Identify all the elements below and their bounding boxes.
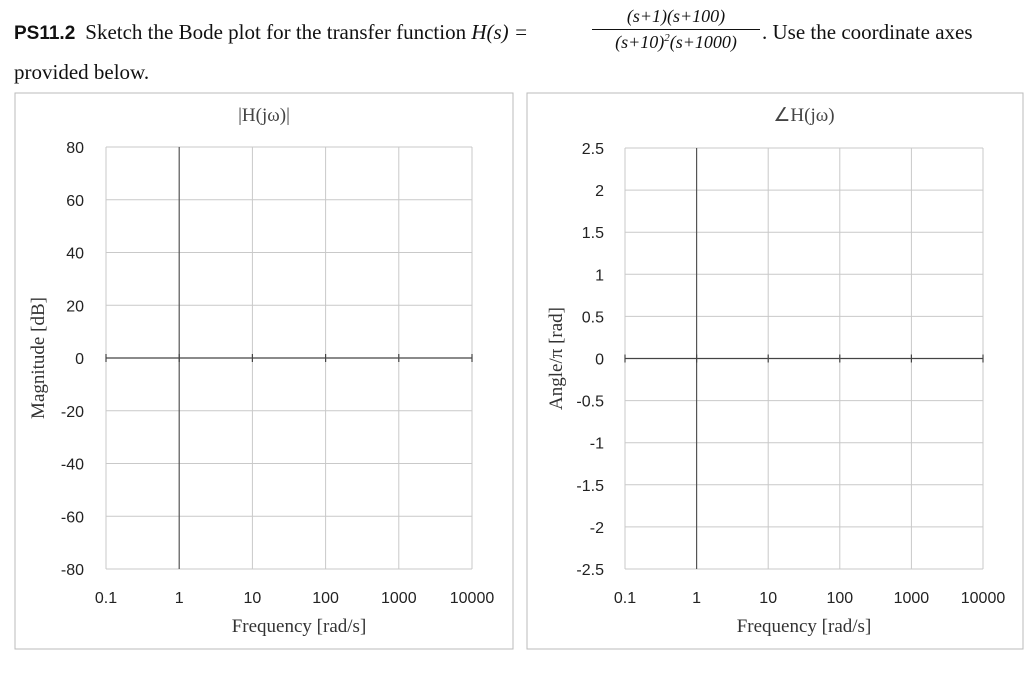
phase-y-axis-label: Angle/π [rad] (546, 307, 567, 410)
phase-y-tick-label: 0 (595, 352, 604, 369)
phase-x-tick-label: 10 (759, 590, 777, 607)
phase-x-tick-label: 0.1 (614, 590, 636, 607)
phase-chart-title: ∠H(jω) (773, 105, 834, 126)
phase-x-tick-label: 1 (692, 590, 701, 607)
phase-y-tick-label: -2.5 (576, 562, 604, 579)
transfer-function-fraction: (s+1)(s+100) (s+10)2(s+1000) (592, 6, 760, 53)
magnitude-x-tick-label: 100 (312, 590, 339, 607)
magnitude-chart-title: |H(jω)| (238, 105, 290, 126)
magnitude-x-tick-label: 1000 (381, 590, 417, 607)
magnitude-y-tick-label: -80 (61, 562, 84, 579)
magnitude-x-tick-label: 0.1 (95, 590, 117, 607)
problem-text: Sketch the Bode plot for the transfer fu… (85, 20, 467, 44)
problem-statement: PS11.2 Sketch the Bode plot for the trans… (14, 6, 1014, 86)
phase-y-tick-label: 0.5 (582, 309, 604, 326)
phase-x-tick-label: 100 (826, 590, 853, 607)
magnitude-x-tick-label: 10 (244, 590, 262, 607)
phase-x-tick-label: 10000 (961, 590, 1006, 607)
problem-text-after: . Use the coordinate axes (762, 20, 973, 44)
magnitude-y-tick-label: 0 (75, 351, 84, 368)
tf-numerator: (s+1)(s+100) (592, 6, 760, 30)
magnitude-panel-frame (14, 92, 514, 650)
phase-y-tick-label: 1 (595, 267, 604, 284)
magnitude-y-tick-label: -20 (61, 404, 84, 421)
tf-denominator-exponent: 2 (664, 32, 670, 44)
function-lhs: H(s) = (471, 20, 529, 44)
phase-y-tick-label: 2.5 (582, 141, 604, 158)
magnitude-y-tick-label: -60 (61, 509, 84, 526)
phase-x-axis-label: Frequency [rad/s] (737, 616, 872, 637)
phase-y-tick-label: -2 (590, 520, 604, 537)
magnitude-x-tick-label: 1 (175, 590, 184, 607)
magnitude-x-axis-label: Frequency [rad/s] (232, 616, 367, 637)
problem-id: PS11.2 (14, 23, 76, 44)
phase-y-tick-label: 2 (595, 183, 604, 200)
problem-line-2: provided below. (14, 60, 150, 84)
magnitude-y-tick-label: 20 (66, 298, 84, 315)
phase-y-tick-label: -0.5 (576, 394, 604, 411)
magnitude-y-tick-label: 40 (66, 246, 84, 263)
phase-y-tick-label: -1 (590, 436, 604, 453)
tf-denominator: (s+10)2(s+1000) (592, 30, 760, 53)
phase-chart: 2.5 2 1.5 1 0.5 0 -0.5 -1 -1.5 -2 -2.5 0.1 1 10 100 100… (526, 92, 1024, 650)
magnitude-y-tick-label: 80 (66, 140, 84, 157)
phase-y-tick-label: -1.5 (576, 478, 604, 495)
phase-x-tick-label: 1000 (894, 590, 930, 607)
magnitude-y-tick-label: 60 (66, 193, 84, 210)
problem-line-1: PS11.2 Sketch the Bode plot for the trans… (14, 20, 528, 45)
phase-panel-frame (526, 92, 1024, 650)
magnitude-chart: 80 60 40 20 0 -20 -40 -60 -80 0.1 1 10 100 1000 10000 |… (14, 92, 514, 650)
magnitude-y-tick-label: -40 (61, 457, 84, 474)
magnitude-y-axis-label: Magnitude [dB] (28, 297, 49, 419)
magnitude-x-tick-label: 10000 (450, 590, 495, 607)
phase-y-tick-label: 1.5 (582, 225, 604, 242)
tf-denominator-b: (s+1000) (669, 32, 737, 52)
tf-denominator-a: (s+10) (615, 32, 665, 52)
